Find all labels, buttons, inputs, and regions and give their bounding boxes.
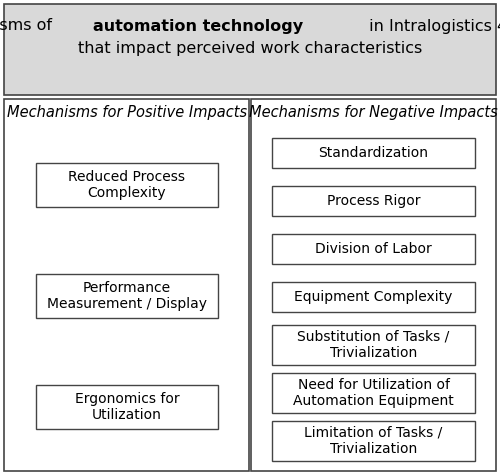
Text: Mechanisms of: Mechanisms of xyxy=(0,19,56,34)
Text: Division of Labor: Division of Labor xyxy=(315,242,432,256)
Text: Standardization: Standardization xyxy=(318,146,428,160)
FancyBboxPatch shape xyxy=(36,385,218,429)
Text: Need for Utilization of
Automation Equipment: Need for Utilization of Automation Equip… xyxy=(293,378,454,408)
Text: Mechanisms for Positive Impacts: Mechanisms for Positive Impacts xyxy=(7,105,247,121)
Text: Equipment Complexity: Equipment Complexity xyxy=(294,290,452,304)
FancyBboxPatch shape xyxy=(272,373,475,413)
FancyBboxPatch shape xyxy=(272,325,475,365)
Text: Reduced Process
Complexity: Reduced Process Complexity xyxy=(68,170,186,200)
FancyBboxPatch shape xyxy=(272,186,475,216)
FancyBboxPatch shape xyxy=(4,4,496,95)
FancyBboxPatch shape xyxy=(272,234,475,264)
FancyBboxPatch shape xyxy=(251,99,496,471)
FancyBboxPatch shape xyxy=(36,274,218,318)
FancyBboxPatch shape xyxy=(272,421,475,461)
Text: Process Rigor: Process Rigor xyxy=(327,194,420,208)
FancyBboxPatch shape xyxy=(272,138,475,168)
Text: Mechanisms for Negative Impacts: Mechanisms for Negative Impacts xyxy=(249,105,498,121)
Text: Limitation of Tasks /
Trivialization: Limitation of Tasks / Trivialization xyxy=(304,426,442,456)
Text: automation technology: automation technology xyxy=(93,19,303,34)
Text: that impact perceived work characteristics: that impact perceived work characteristi… xyxy=(78,40,422,56)
Text: Performance
Measurement / Display: Performance Measurement / Display xyxy=(47,281,207,311)
Text: Ergonomics for
Utilization: Ergonomics for Utilization xyxy=(74,392,180,422)
FancyBboxPatch shape xyxy=(4,99,249,471)
Text: Substitution of Tasks /
Trivialization: Substitution of Tasks / Trivialization xyxy=(298,330,450,360)
FancyBboxPatch shape xyxy=(36,162,218,207)
FancyBboxPatch shape xyxy=(272,282,475,312)
Text: in Intralogistics 4.0: in Intralogistics 4.0 xyxy=(364,19,500,34)
